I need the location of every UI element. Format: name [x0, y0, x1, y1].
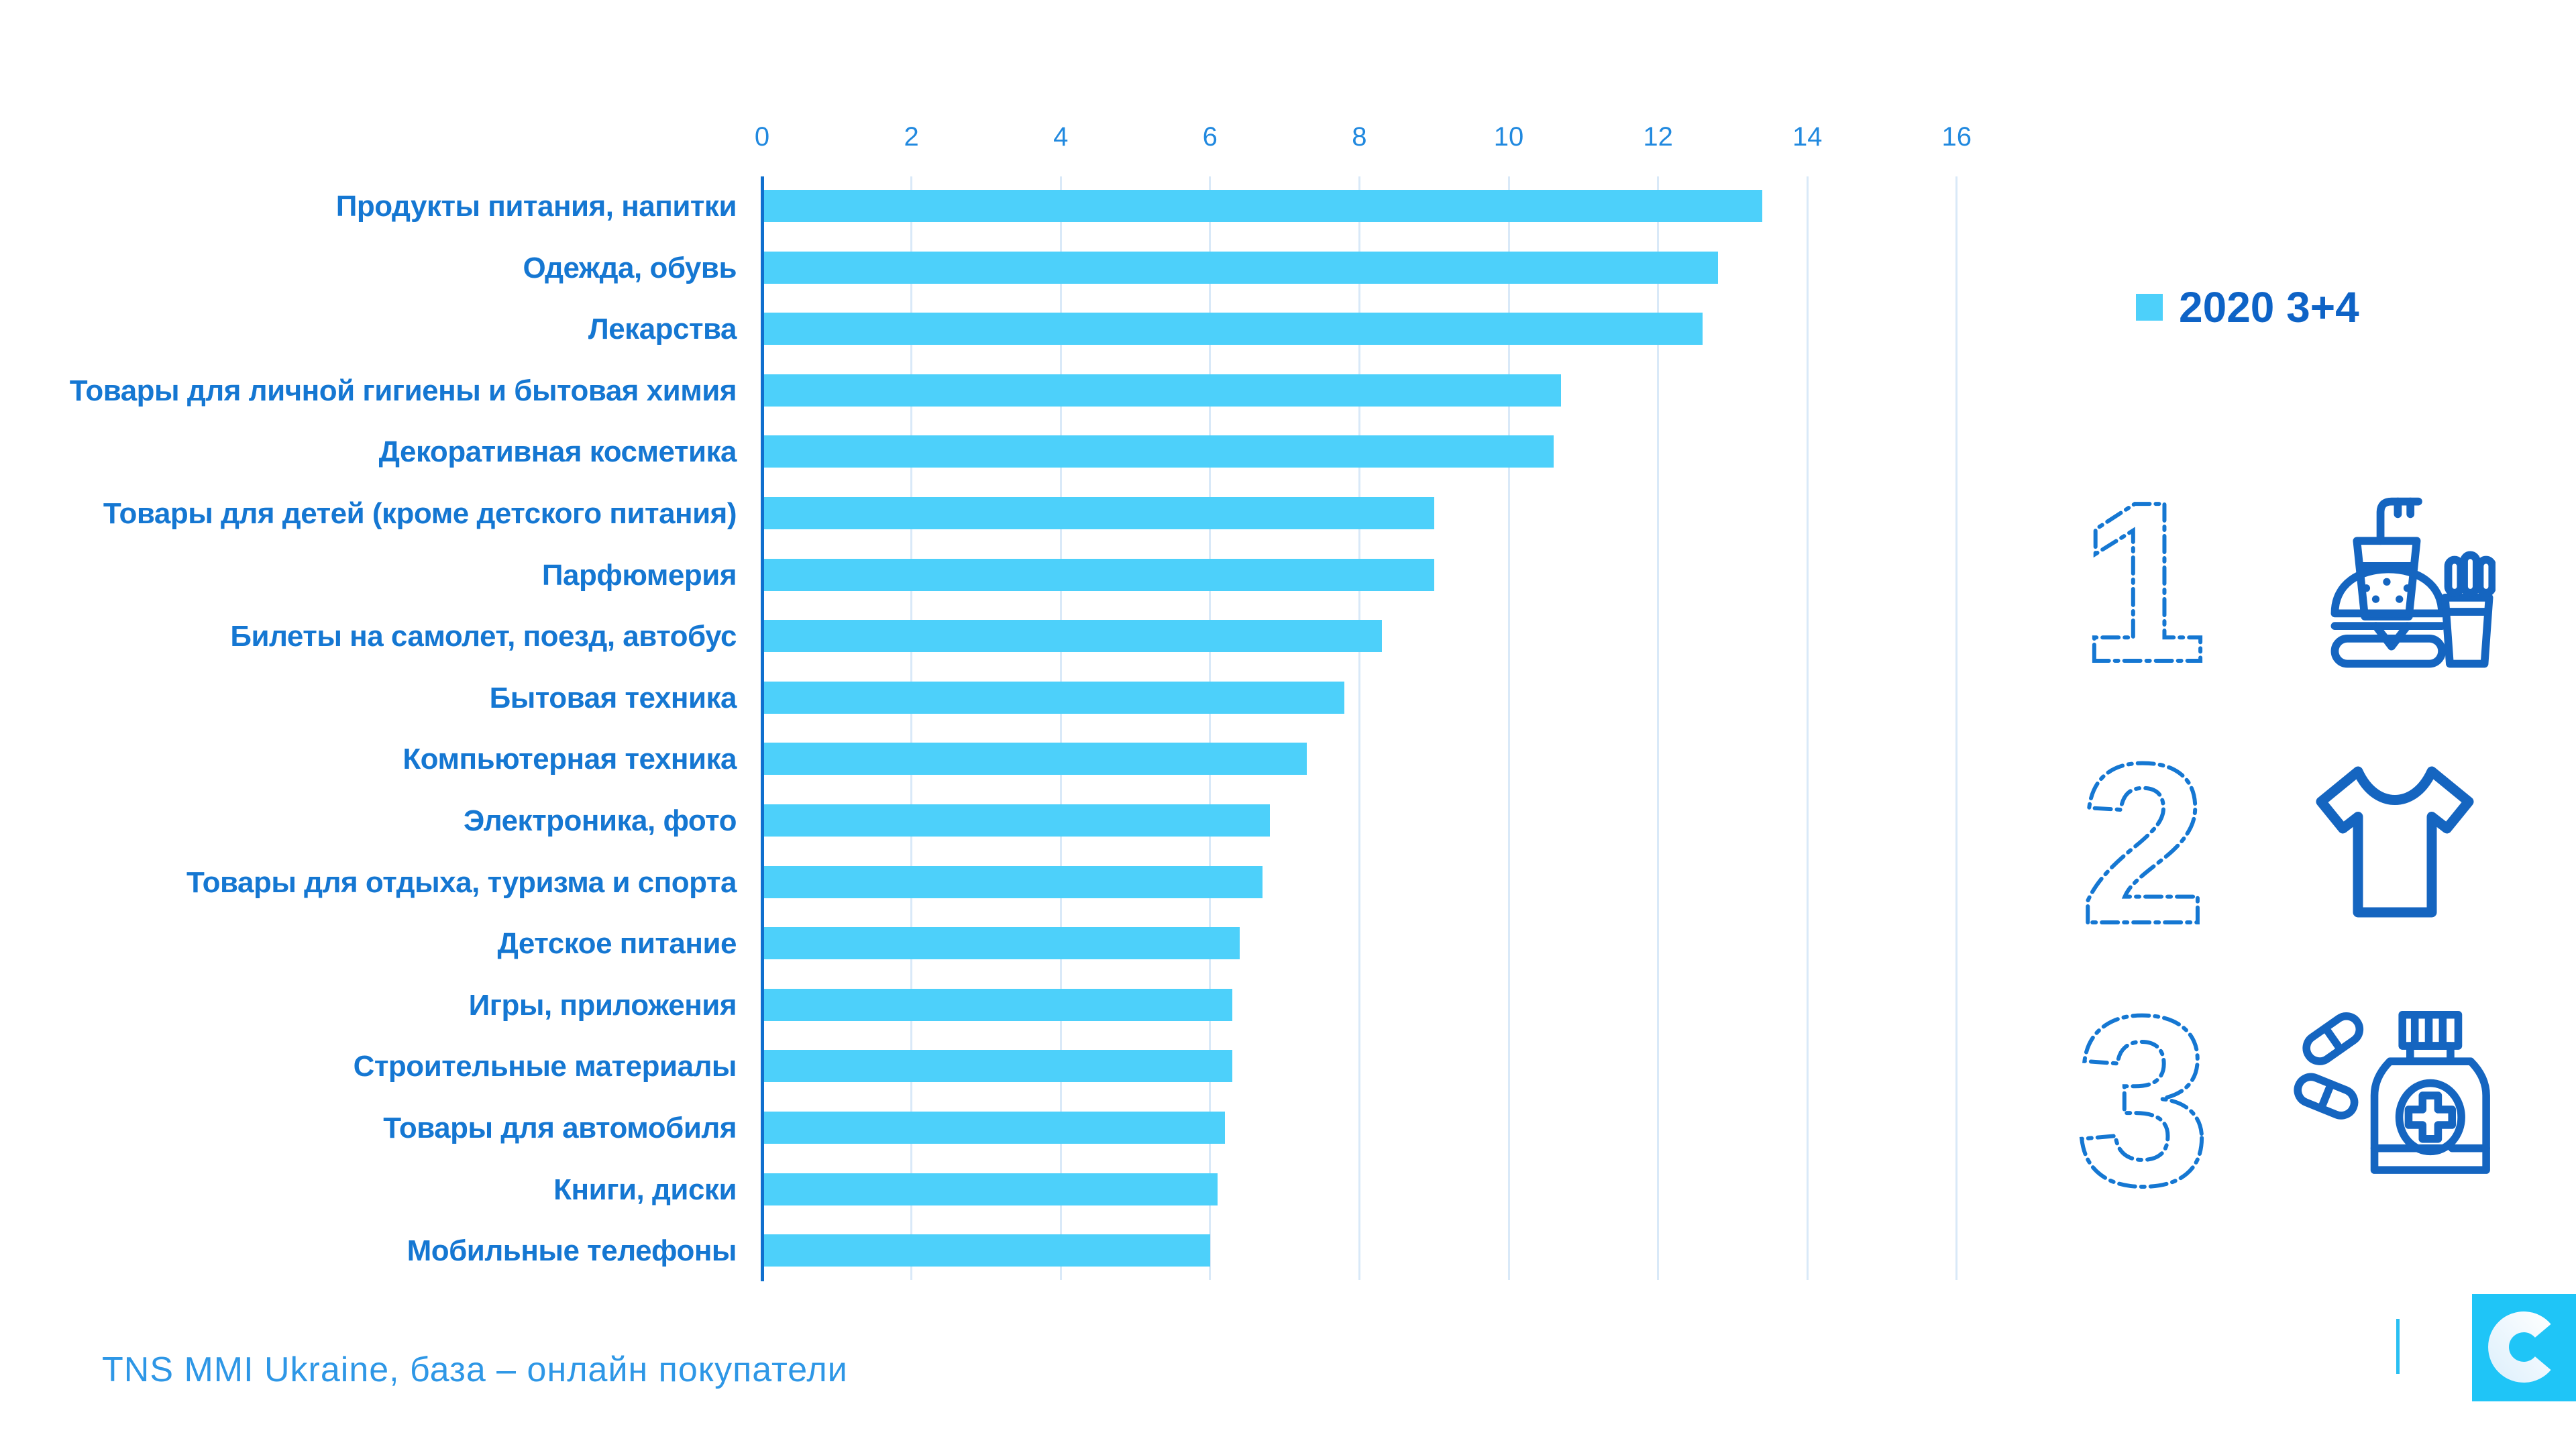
gridline [910, 176, 913, 1280]
brand-logo [2472, 1294, 2576, 1401]
bar [762, 1173, 1218, 1205]
logo-c-glyph [2488, 1311, 2551, 1383]
category-label: Парфюмерия [541, 558, 737, 592]
gridline [1209, 176, 1212, 1280]
category-label: Товары для детей (кроме детского питания… [103, 497, 737, 530]
legend-label: 2020 3+4 [2179, 283, 2359, 331]
rank-2-digit: 2 [2080, 735, 2206, 949]
category-label: Товары для автомобиля [383, 1112, 737, 1144]
category-label: Билеты на самолет, поезд, автобус [230, 620, 737, 653]
category-label: Товары для отдыха, туризма и спорта [186, 865, 737, 899]
bar [762, 497, 1434, 529]
x-tick-label: 0 [754, 122, 770, 152]
category-label: Детское питание [497, 927, 737, 961]
bar [762, 313, 1703, 345]
x-tick-label: 16 [1941, 122, 1972, 152]
rank-number-1: 1 [2078, 473, 2208, 688]
footer-divider [2396, 1319, 2400, 1374]
category-label: Электроника, фото [464, 804, 737, 837]
category-label: Строительные материалы [353, 1050, 737, 1083]
gridline [1955, 176, 1958, 1280]
legend: 2020 3+4 [2136, 282, 2359, 333]
legend-swatch [2136, 294, 2163, 321]
bar [762, 927, 1240, 960]
x-tick-label: 4 [1053, 122, 1069, 152]
gridline [1806, 176, 1809, 1280]
rank-row-2: 2 [2066, 731, 2496, 953]
rank-1-digit: 1 [2080, 473, 2206, 688]
x-tick-label: 14 [1792, 122, 1823, 152]
rank-number-3: 3 [2074, 986, 2212, 1214]
medicine-bottle-icon [2294, 1010, 2490, 1174]
gridline [1507, 176, 1510, 1280]
category-label: Одежда, обувь [523, 251, 737, 284]
x-tick-label: 6 [1202, 122, 1218, 152]
bar [762, 435, 1554, 468]
axis-line [761, 176, 764, 1281]
category-label: Компьютерная техника [402, 743, 737, 776]
bar [762, 1112, 1226, 1144]
gridline [1358, 176, 1360, 1280]
bar [762, 1050, 1233, 1083]
x-tick-label: 2 [904, 122, 919, 152]
fast-food-icon [2330, 497, 2496, 668]
bar [762, 558, 1434, 591]
category-label: Игры, приложения [468, 988, 737, 1022]
category-label: Лекарства [588, 313, 737, 346]
rank-row-1: 1 [2066, 470, 2496, 691]
category-label: Товары для личной гигиены и бытовая хими… [69, 374, 737, 407]
bar [762, 374, 1561, 407]
bar [762, 804, 1270, 837]
x-tick-label: 8 [1352, 122, 1367, 152]
category-label: Книги, диски [553, 1173, 737, 1206]
rank-number-2: 2 [2078, 735, 2208, 949]
gridline [1657, 176, 1660, 1280]
category-label: Продукты питания, напитки [335, 190, 737, 223]
bar [762, 251, 1718, 284]
category-label: Декоративная косметика [378, 435, 737, 469]
bar [762, 743, 1307, 775]
bar [762, 681, 1345, 714]
gridline [1059, 176, 1062, 1280]
tshirt-icon [2316, 766, 2474, 918]
sesame-dots [2362, 578, 2412, 603]
category-label: Мобильные телефоны [407, 1234, 737, 1268]
x-tick-label: 10 [1493, 122, 1524, 152]
category-label: Бытовая техника [489, 681, 737, 714]
rank-3-digit: 3 [2076, 986, 2210, 1214]
rank-row-3: 3 [2066, 973, 2496, 1228]
bar [762, 988, 1233, 1021]
x-tick-label: 12 [1643, 122, 1673, 152]
bar [762, 1234, 1210, 1267]
source-note: TNS MMI Ukraine, база – онлайн покупател… [102, 1350, 848, 1389]
bar [762, 190, 1763, 222]
bar [762, 865, 1263, 898]
bar [762, 620, 1382, 653]
